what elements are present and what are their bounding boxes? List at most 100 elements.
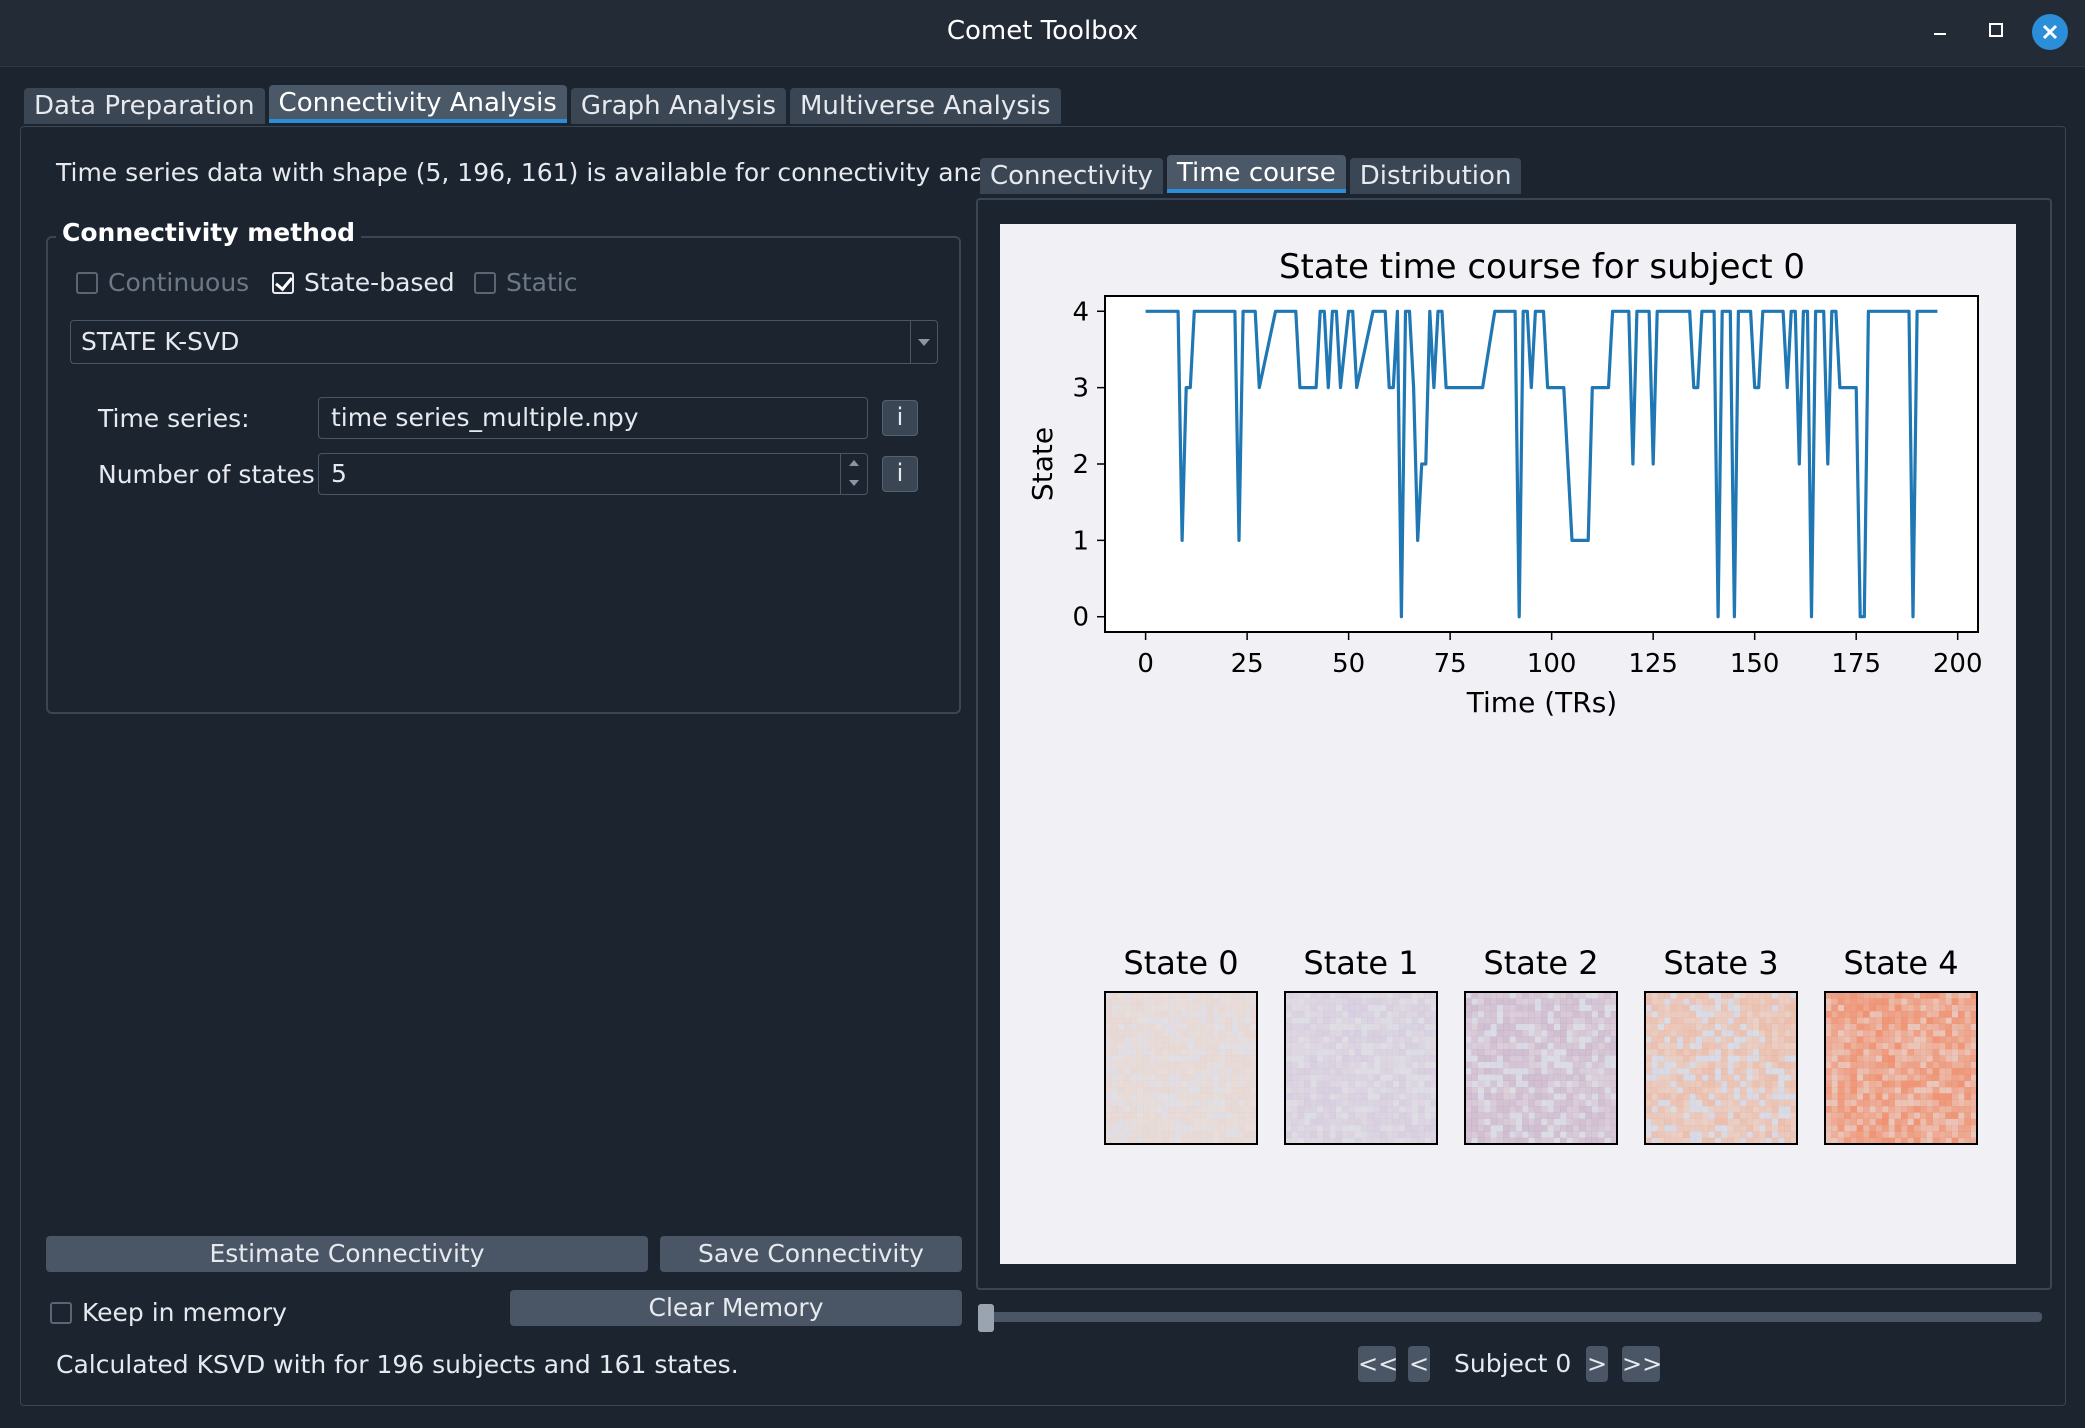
checkbox-continuous[interactable]: Continuous bbox=[76, 268, 249, 297]
maximize-icon[interactable] bbox=[1978, 14, 2014, 50]
heatmap-cell bbox=[1825, 1093, 1832, 1100]
tab-graph-analysis[interactable]: Graph Analysis bbox=[570, 88, 786, 124]
heatmap-cell bbox=[1752, 1137, 1760, 1145]
heatmap-cell bbox=[1316, 1137, 1324, 1145]
heatmap-cell bbox=[1354, 1068, 1362, 1075]
minimize-icon[interactable] bbox=[1922, 14, 1958, 50]
heatmap-cell bbox=[1111, 1106, 1118, 1113]
tab-distribution[interactable]: Distribution bbox=[1349, 158, 1522, 194]
tab-time-course[interactable]: Time course bbox=[1166, 155, 1346, 193]
heatmap-cell bbox=[1610, 1017, 1618, 1024]
heatmap-cell bbox=[1534, 1087, 1542, 1094]
subject-slider[interactable] bbox=[980, 1312, 2042, 1322]
method-select[interactable]: STATE K-SVD bbox=[70, 320, 938, 364]
heatmap-cell bbox=[1484, 1068, 1491, 1075]
heatmap-cell bbox=[1837, 1137, 1845, 1145]
last-subject-button[interactable]: >> bbox=[1622, 1346, 1662, 1382]
heatmap-cell bbox=[1534, 1106, 1542, 1113]
prev-subject-button[interactable]: < bbox=[1408, 1346, 1430, 1382]
heatmap-cell bbox=[1727, 1125, 1734, 1132]
heatmap-cell bbox=[1850, 1131, 1857, 1138]
heatmap-cell bbox=[1503, 1118, 1510, 1126]
num-states-spinbox[interactable]: 5 bbox=[318, 453, 868, 495]
tab-connectivity[interactable]: Connectivity bbox=[980, 158, 1163, 194]
heatmap-cell bbox=[1951, 1042, 1959, 1050]
heatmap-cell bbox=[1951, 992, 1959, 999]
heatmap-cell bbox=[1291, 1061, 1298, 1069]
heatmap-cell bbox=[1503, 1023, 1510, 1031]
tab-connectivity-analysis[interactable]: Connectivity Analysis bbox=[268, 85, 567, 123]
heatmap-cell bbox=[1304, 992, 1311, 999]
heatmap-cell bbox=[1746, 998, 1753, 1005]
static-checkbox-box[interactable] bbox=[474, 271, 496, 294]
heatmap-cell bbox=[1560, 1017, 1567, 1024]
heatmap-cell bbox=[1572, 1131, 1580, 1138]
heatmap-cell bbox=[1778, 1055, 1785, 1062]
heatmap-cell bbox=[1291, 1074, 1298, 1081]
time-series-info-button[interactable]: i bbox=[882, 400, 918, 436]
heatmap-cell bbox=[1920, 1023, 1927, 1031]
heatmap-cell bbox=[1477, 1036, 1485, 1043]
chevron-down-icon[interactable] bbox=[910, 321, 937, 363]
heatmap-cell bbox=[1875, 1106, 1883, 1113]
heatmap-cell bbox=[1591, 1030, 1599, 1037]
heatmap-cell bbox=[1418, 1125, 1425, 1132]
heatmap-cell bbox=[1926, 1068, 1933, 1075]
heatmap-cell bbox=[1465, 1087, 1472, 1094]
tab-data-preparation[interactable]: Data Preparation bbox=[24, 88, 265, 124]
heatmap-cell bbox=[1503, 1049, 1510, 1056]
heatmap-cell bbox=[1784, 1023, 1791, 1031]
heatmap-cell bbox=[1386, 1068, 1393, 1075]
save-connectivity-button[interactable]: Save Connectivity bbox=[660, 1236, 962, 1272]
continuous-checkbox-box[interactable] bbox=[76, 271, 98, 294]
heatmap-cell bbox=[1784, 1011, 1791, 1018]
checkbox-static[interactable]: Static bbox=[474, 268, 577, 297]
heatmap-cell bbox=[1553, 1011, 1561, 1018]
heatmap-cell bbox=[1951, 1004, 1959, 1012]
heatmap-cell bbox=[1187, 1137, 1194, 1145]
heatmap-cell bbox=[1225, 1068, 1232, 1075]
estimate-connectivity-button[interactable]: Estimate Connectivity bbox=[46, 1236, 648, 1272]
heatmap-cell bbox=[1695, 1068, 1703, 1075]
tab-multiverse-analysis[interactable]: Multiverse Analysis bbox=[790, 88, 1061, 124]
heatmap-cell bbox=[1733, 998, 1741, 1005]
heatmap-cell bbox=[1304, 1093, 1311, 1100]
heatmap-cell bbox=[1361, 1017, 1368, 1024]
close-icon[interactable] bbox=[2032, 14, 2068, 50]
next-subject-button[interactable]: > bbox=[1586, 1346, 1608, 1382]
heatmap-cell bbox=[1727, 1023, 1734, 1031]
heatmap-cell bbox=[1130, 1080, 1137, 1088]
first-subject-button[interactable]: << bbox=[1358, 1346, 1398, 1382]
heatmap-cell bbox=[1136, 1017, 1144, 1024]
heatmap-cell bbox=[1206, 1137, 1213, 1145]
heatmap-cell bbox=[1174, 1036, 1182, 1043]
heatmap-cell bbox=[1778, 1042, 1785, 1050]
heatmap-cell bbox=[1162, 1137, 1169, 1145]
heatmap-cell bbox=[1733, 1118, 1741, 1126]
heatmap-cell bbox=[1418, 1106, 1425, 1113]
heatmap-cell bbox=[1528, 1061, 1535, 1069]
checkbox-state-based[interactable]: State-based bbox=[272, 268, 455, 297]
heatmap-cell bbox=[1894, 1068, 1902, 1075]
heatmap-cell bbox=[1386, 1061, 1393, 1069]
heatmap-cell bbox=[1477, 1099, 1485, 1107]
heatmap-cell bbox=[1708, 1049, 1715, 1056]
heatmap-cell bbox=[1465, 1023, 1472, 1031]
heatmap-cell bbox=[1939, 1118, 1946, 1126]
subject-slider-handle[interactable] bbox=[978, 1304, 994, 1332]
heatmap-cell bbox=[1585, 998, 1592, 1005]
heatmap-cell bbox=[1238, 998, 1245, 1005]
time-series-field[interactable]: time series_multiple.npy bbox=[318, 397, 868, 439]
state-based-checkbox-box[interactable] bbox=[272, 271, 294, 294]
heatmap-cell bbox=[1958, 1106, 1965, 1113]
heatmap-cell bbox=[1496, 1125, 1504, 1132]
heatmap-cell bbox=[1553, 992, 1561, 999]
heatmap-cell bbox=[1509, 1055, 1516, 1062]
heatmap-cell bbox=[1560, 1125, 1567, 1132]
keep-in-memory-checkbox[interactable]: Keep in memory bbox=[50, 1298, 287, 1327]
clear-memory-button[interactable]: Clear Memory bbox=[510, 1290, 962, 1326]
spin-arrows-icon[interactable] bbox=[840, 454, 867, 494]
keep-in-memory-box[interactable] bbox=[50, 1301, 72, 1324]
num-states-info-button[interactable]: i bbox=[882, 456, 918, 492]
heatmap-cell bbox=[1759, 1087, 1766, 1094]
